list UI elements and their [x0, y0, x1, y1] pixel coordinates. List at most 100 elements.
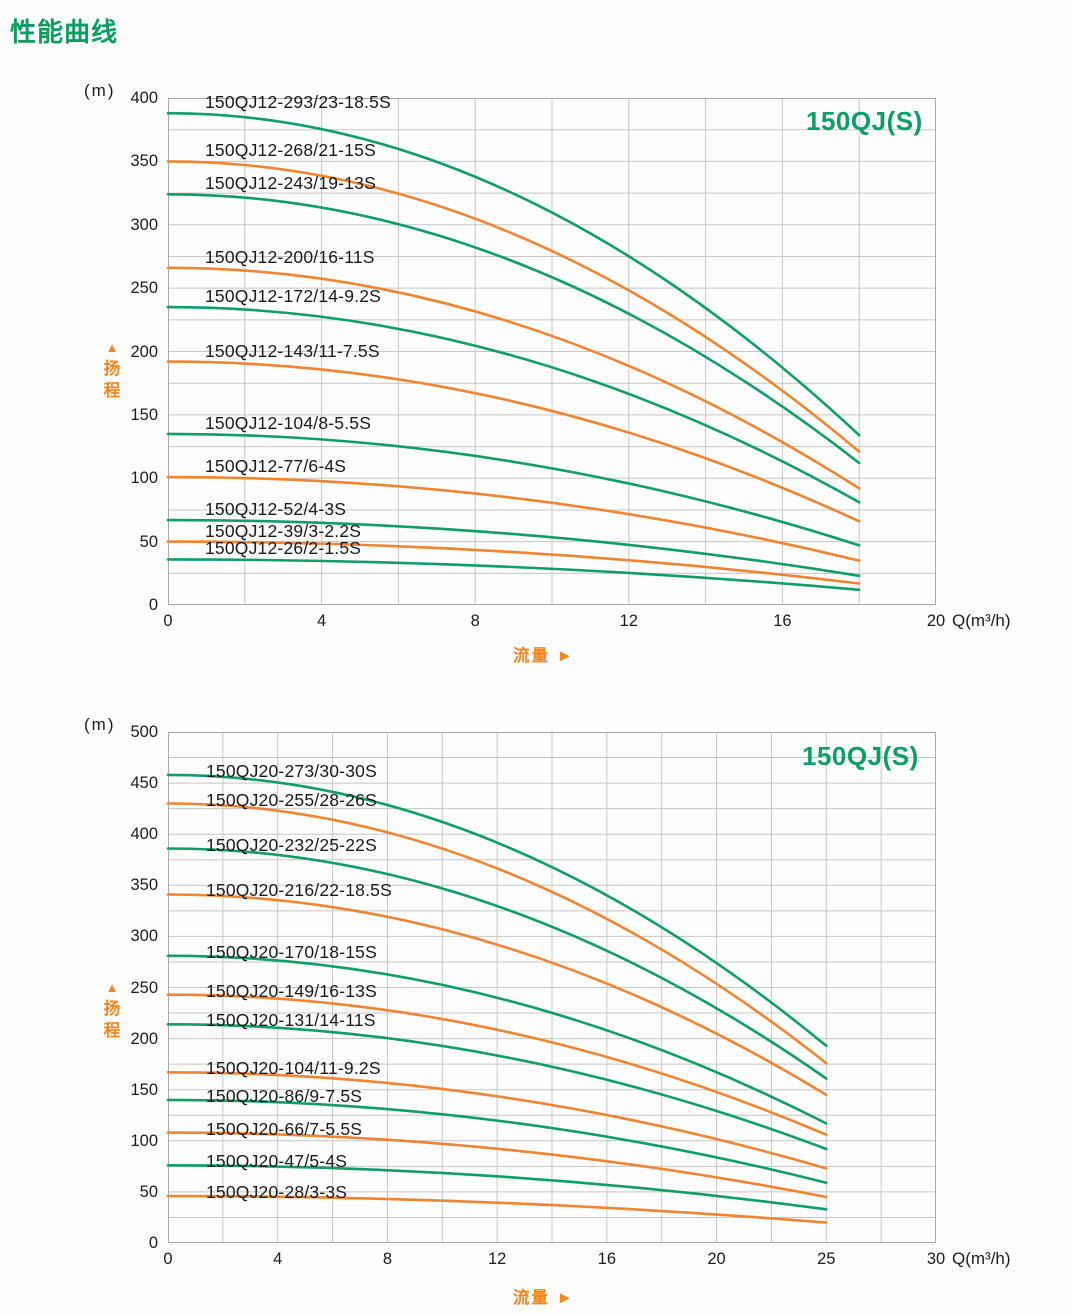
curve-label-7: 150QJ12-104/8-5.5S: [205, 412, 372, 433]
chart-plot-area-2: [166, 732, 936, 1243]
pump-curve-11: [166, 558, 861, 592]
y-tick-label: 350: [130, 876, 158, 895]
x-tick-label: 16: [773, 612, 792, 630]
y-tick-label: 250: [130, 279, 158, 298]
pump-curve-11: [166, 1164, 828, 1211]
pump-curve-2: [166, 802, 828, 1065]
y-tick-label: 500: [130, 723, 158, 741]
x-tick-label: 8: [470, 612, 480, 630]
chart-plot-area-1: [166, 98, 936, 605]
curve-label-9: 150QJ12-52/4-3S: [205, 499, 347, 520]
curve-label-11: 150QJ12-26/2-1.5S: [205, 538, 362, 559]
pump-curve-1: [166, 111, 861, 437]
pump-curve-9: [166, 518, 861, 578]
x-unit-label: Q(m³/h): [952, 1249, 1011, 1268]
curve-label-5: 150QJ12-172/14-9.2S: [205, 286, 382, 307]
curve-label-8: 150QJ12-77/6-4S: [205, 455, 347, 476]
pump-curve-6: [166, 993, 828, 1136]
x-tick-label: 30: [926, 1250, 946, 1268]
x-tick-label: 4: [273, 1250, 283, 1268]
y-tick-label: 300: [130, 927, 158, 946]
y-tick-label: 50: [139, 532, 158, 551]
y-tick-label: 50: [139, 1182, 158, 1201]
x-unit-label: Q(m³/h): [952, 611, 1011, 630]
x-tick-label: 20: [926, 612, 946, 630]
x-tick-label: 12: [619, 612, 638, 630]
flow-axis-label: 流量 ►: [513, 1289, 575, 1307]
pump-curve-6: [166, 360, 861, 523]
y-tick-label: 400: [130, 825, 158, 844]
chart-series-title: 150QJ(S): [806, 106, 923, 136]
curve-label-6: 150QJ20-149/16-13S: [206, 980, 377, 1001]
curve-label-6: 150QJ12-143/11-7.5S: [205, 340, 380, 361]
curve-label-7: 150QJ20-131/14-11S: [206, 1010, 376, 1031]
plot-border: [168, 98, 936, 605]
head-axis-char: 扬: [103, 1000, 121, 1018]
pump-curve-8: [166, 475, 861, 562]
curve-label-10: 150QJ12-39/3-2.2S: [205, 520, 362, 541]
y-tick-label: 350: [130, 152, 158, 171]
curve-label-12: 150QJ20-28/3-3S: [206, 1181, 348, 1202]
curve-label-5: 150QJ20-170/18-15S: [206, 941, 377, 962]
curve-label-3: 150QJ12-243/19-13S: [205, 173, 376, 194]
y-tick-label: 150: [130, 405, 158, 424]
x-tick-label: 0: [163, 612, 173, 630]
x-tick-label: 0: [163, 1250, 173, 1268]
pump-curve-7: [166, 432, 861, 547]
y-tick-label: 200: [130, 342, 158, 361]
x-tick-label: 20: [707, 1250, 726, 1268]
curve-label-2: 150QJ20-255/28-26S: [206, 789, 377, 810]
x-tick-label: 16: [597, 1250, 617, 1268]
chart-series-title: 150QJ(S): [802, 741, 919, 771]
y-tick-label: 100: [130, 1131, 158, 1150]
y-tick-label: 100: [130, 469, 158, 488]
up-arrow-icon: ▲: [105, 340, 119, 355]
plot-border: [168, 732, 936, 1243]
y-tick-label: 150: [130, 1080, 158, 1099]
page-title: 性能曲线: [10, 17, 119, 47]
curve-label-3: 150QJ20-232/25-22S: [206, 834, 377, 855]
x-tick-label: 12: [487, 1250, 507, 1268]
pump-curve-12: [166, 1194, 828, 1224]
pump-curve-3: [166, 193, 861, 465]
pump-curve-4: [166, 266, 861, 490]
pump-curve-8: [166, 1071, 828, 1170]
y-unit-label: (m): [84, 715, 116, 734]
head-axis-char: 程: [103, 1022, 121, 1040]
up-arrow-icon: ▲: [105, 980, 119, 995]
y-tick-label: 200: [130, 1029, 158, 1048]
pump-curve-chart-1: 150QJ12-293/23-18.5S 150QJ12-268/21-15S 15…: [84, 81, 1011, 665]
curve-label-8: 150QJ20-104/11-9.2S: [206, 1058, 381, 1079]
pump-curve-7: [166, 1023, 828, 1151]
pump-curve-5: [166, 954, 828, 1125]
curve-label-4: 150QJ12-200/16-11S: [205, 246, 375, 267]
curve-label-2: 150QJ12-268/21-15S: [205, 140, 376, 161]
y-tick-label: 400: [130, 89, 158, 107]
head-axis-label: ▲ 扬程: [95, 978, 129, 1042]
head-axis-char: 程: [103, 382, 121, 400]
curve-label-1: 150QJ20-273/30-30S: [206, 760, 377, 781]
y-tick-label: 0: [148, 596, 158, 614]
y-tick-label: 450: [130, 774, 158, 793]
curve-label-9: 150QJ20-86/9-7.5S: [206, 1085, 363, 1106]
pump-curve-4: [166, 893, 828, 1097]
pump-curve-3: [166, 847, 828, 1080]
curve-label-11: 150QJ20-47/5-4S: [206, 1151, 348, 1172]
head-axis-char: 扬: [103, 360, 121, 378]
curve-label-1: 150QJ12-293/23-18.5S: [205, 92, 391, 113]
x-tick-label: 8: [382, 1250, 393, 1268]
curve-label-10: 150QJ20-66/7-5.5S: [206, 1118, 363, 1139]
pump-curve-9: [166, 1098, 828, 1184]
y-tick-label: 300: [130, 215, 158, 234]
y-tick-label: 0: [148, 1234, 158, 1252]
pump-curve-2: [166, 160, 861, 453]
curve-label-4: 150QJ20-216/22-18.5S: [206, 880, 392, 901]
pump-curve-5: [166, 305, 861, 504]
pump-curve-chart-2: 150QJ20-273/30-30S 150QJ20-255/28-26S 150Q…: [84, 715, 1011, 1307]
flow-axis-label: 流量 ►: [513, 647, 575, 665]
pump-curve-1: [166, 773, 828, 1048]
head-axis-label: ▲ 扬程: [95, 338, 129, 402]
pump-curve-10: [166, 540, 861, 585]
x-tick-label: 4: [317, 612, 327, 630]
